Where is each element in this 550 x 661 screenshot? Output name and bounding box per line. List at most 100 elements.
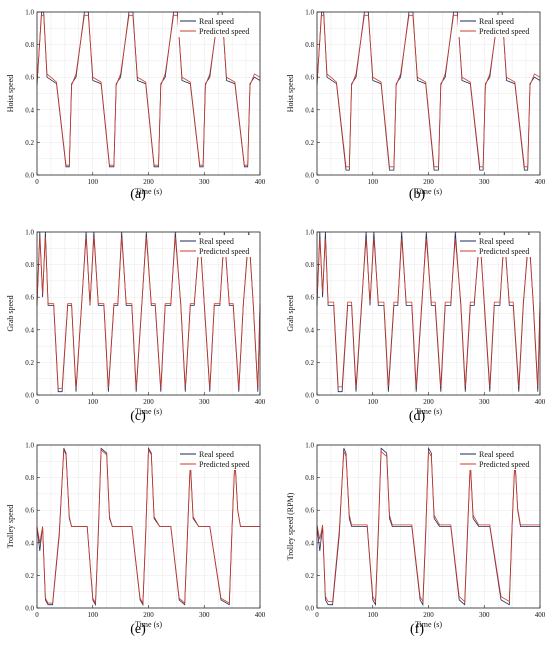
y-axis-label: Hoist speed: [286, 75, 295, 113]
x-tick-label: 300: [199, 611, 210, 619]
y-tick-label: 1.0: [25, 9, 34, 17]
y-tick-label: 0.8: [25, 41, 34, 49]
legend-box: [178, 448, 258, 470]
legend-label: Real speed: [479, 237, 514, 246]
x-tick-label: 300: [479, 611, 490, 619]
y-tick-label: 0.6: [25, 74, 34, 82]
x-tick-label: 300: [199, 398, 210, 406]
x-tick-label: 200: [143, 178, 154, 186]
chart-panel-4: 0 100 200 300 400 0.0 0.2 0.4 0.6 0.8 1.0 Time (s) T…: [6, 442, 266, 638]
legend-box: [458, 448, 538, 470]
x-tick-label: 100: [368, 398, 379, 406]
y-tick-label: 1.0: [25, 442, 34, 450]
x-axis-label: Time (s): [415, 620, 442, 629]
series-line-real: [36, 446, 260, 607]
x-tick-label: 400: [255, 611, 266, 619]
legend-label: Real speed: [199, 237, 234, 246]
y-axis-label: Hoist speed: [6, 75, 15, 113]
x-tick-label: 100: [368, 178, 379, 186]
y-tick-label: 1.0: [305, 442, 314, 450]
y-tick-label: 0.0: [25, 605, 34, 613]
y-tick-label: 0.6: [305, 294, 314, 302]
y-tick-label: 0.2: [305, 572, 314, 580]
x-tick-label: 400: [535, 611, 546, 619]
x-tick-label: 100: [368, 611, 379, 619]
chart-panel-0: 0 100 200 300 400 0.0 0.2 0.4 0.6 0.8 1.0 Time (s) H…: [6, 9, 266, 203]
y-axis-label: Grab speed: [6, 295, 15, 331]
series-line-real: [316, 446, 540, 607]
x-tick-label: 0: [315, 178, 319, 186]
legend-label: Real speed: [199, 450, 234, 459]
x-tick-label: 100: [88, 178, 99, 186]
y-tick-label: 0.4: [305, 326, 314, 334]
y-tick-label: 0.4: [25, 106, 34, 114]
panel-label: (b): [409, 187, 426, 202]
x-tick-label: 0: [35, 611, 39, 619]
y-tick-label: 0.6: [305, 507, 314, 515]
legend-label: Predicted speed: [199, 27, 249, 36]
x-tick-label: 400: [535, 178, 546, 186]
y-tick-label: 0.6: [25, 294, 34, 302]
x-tick-label: 200: [143, 398, 154, 406]
y-tick-label: 0.6: [25, 507, 34, 515]
legend-box: [178, 235, 258, 257]
y-tick-label: 0.8: [25, 474, 34, 482]
x-axis-label: Time (s): [135, 620, 162, 629]
y-tick-label: 0.8: [305, 41, 314, 49]
legend-label: Predicted speed: [479, 460, 529, 469]
legend-label: Real speed: [479, 17, 514, 26]
y-tick-label: 0.8: [25, 261, 34, 269]
y-tick-label: 0.0: [305, 605, 314, 613]
legend-label: Predicted speed: [199, 247, 249, 256]
panel-label: (a): [130, 187, 146, 202]
y-tick-label: 0.0: [25, 392, 34, 400]
y-tick-label: 0.4: [25, 539, 34, 547]
chart-panel-3: 0 100 200 300 400 0.0 0.2 0.4 0.6 0.8 1.0 Time (s) G…: [286, 229, 546, 425]
x-tick-label: 0: [35, 398, 39, 406]
y-tick-label: 0.4: [25, 326, 34, 334]
y-tick-label: 1.0: [305, 229, 314, 237]
chart-panel-5: 0 100 200 300 400 0.0 0.2 0.4 0.6 0.8 1.0 Time (s) T…: [286, 442, 546, 638]
y-tick-label: 0.0: [305, 392, 314, 400]
panel-label: (d): [409, 409, 426, 424]
y-tick-label: 0.6: [305, 74, 314, 82]
y-tick-label: 0.4: [305, 106, 314, 114]
legend-box: [458, 15, 538, 37]
y-tick-label: 0.2: [25, 359, 34, 367]
y-tick-label: 1.0: [25, 229, 34, 237]
y-tick-label: 0.2: [305, 359, 314, 367]
y-tick-label: 0.0: [25, 172, 34, 180]
chart-panel-2: 0 100 200 300 400 0.0 0.2 0.4 0.6 0.8 1.0 Time (s) G…: [6, 229, 266, 425]
x-tick-label: 300: [479, 398, 490, 406]
x-tick-label: 200: [143, 611, 154, 619]
x-tick-label: 200: [423, 178, 434, 186]
y-tick-label: 0.2: [25, 572, 34, 580]
y-axis-label: Grab speed: [286, 295, 295, 331]
x-tick-label: 400: [255, 398, 266, 406]
x-axis-label: Time (s): [135, 187, 162, 196]
legend-box: [458, 235, 538, 257]
x-tick-label: 300: [479, 178, 490, 186]
y-tick-label: 0.4: [305, 539, 314, 547]
panel-label: (f): [410, 622, 424, 637]
series-line-predicted: [316, 450, 540, 603]
x-tick-label: 0: [35, 178, 39, 186]
y-tick-label: 0.8: [305, 474, 314, 482]
x-tick-label: 200: [423, 611, 434, 619]
x-tick-label: 400: [535, 398, 546, 406]
x-tick-label: 0: [315, 398, 319, 406]
y-axis-label: Trolley speed: [6, 505, 15, 548]
x-tick-label: 0: [315, 611, 319, 619]
series-line-predicted: [36, 448, 260, 605]
x-axis-label: Time (s): [135, 407, 162, 416]
x-tick-label: 300: [199, 178, 210, 186]
y-tick-label: 0.8: [305, 261, 314, 269]
chart-panel-1: 0 100 200 300 400 0.0 0.2 0.4 0.6 0.8 1.0 Time (s) H…: [286, 9, 546, 203]
x-axis-label: Time (s): [415, 407, 442, 416]
legend-box: [178, 15, 258, 37]
legend-label: Predicted speed: [479, 247, 529, 256]
x-tick-label: 100: [88, 611, 99, 619]
y-tick-label: 0.0: [305, 172, 314, 180]
x-tick-label: 200: [423, 398, 434, 406]
